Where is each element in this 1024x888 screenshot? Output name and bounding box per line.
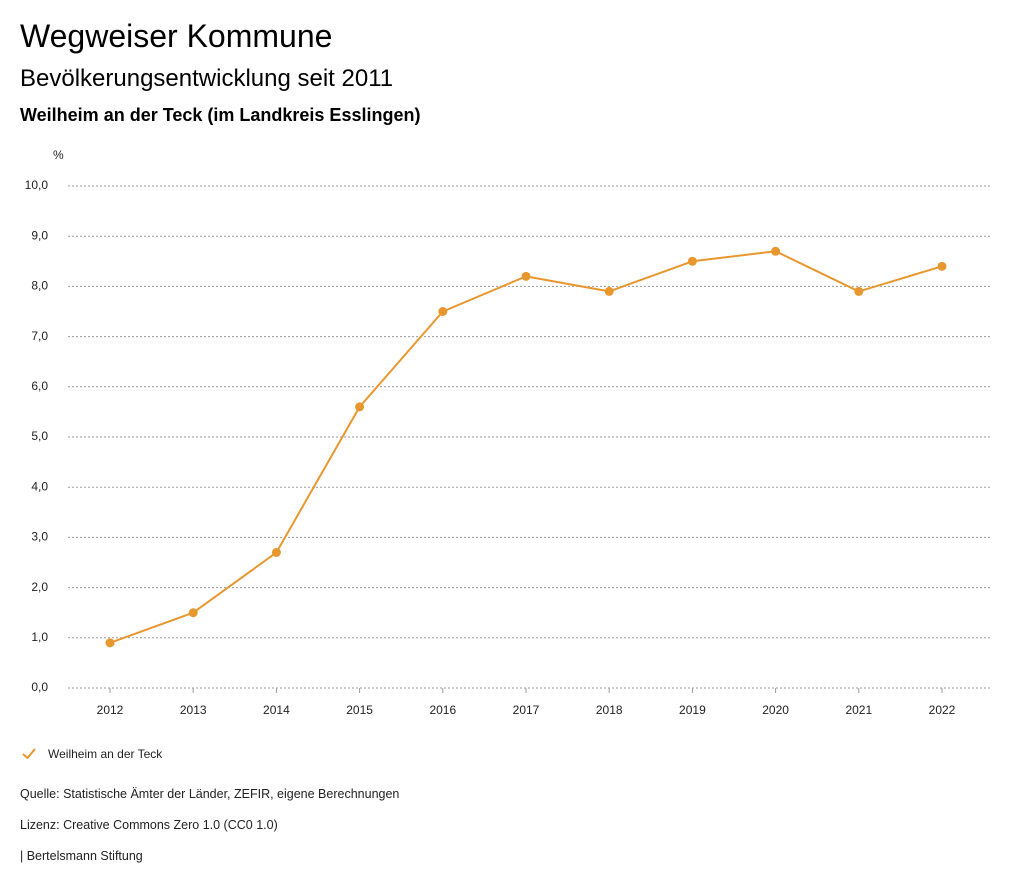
chart-region-label: Weilheim an der Teck (im Landkreis Essli…: [20, 105, 421, 125]
series-line-0: [109, 250, 943, 644]
y-tick-label-5: 5,0: [31, 429, 48, 443]
source-note: Quelle: Statistische Ämter der Länder, Z…: [20, 787, 400, 801]
legend: Weilheim an der Teck: [22, 744, 162, 764]
x-tick-label-7: 2019: [679, 703, 706, 717]
x-tick-label-6: 2018: [596, 703, 623, 717]
y-tick-label-9: 9,0: [31, 228, 48, 242]
y-tick-label-2: 2,0: [31, 580, 48, 594]
y-tick-label-4: 4,0: [31, 479, 48, 493]
data-point-2018[interactable]: [604, 286, 614, 296]
series-layer: [105, 246, 947, 648]
publisher-note: | Bertelsmann Stiftung: [20, 849, 143, 863]
x-tick-label-9: 2021: [845, 703, 872, 717]
license-note: Lizenz: Creative Commons Zero 1.0 (CC0 1…: [20, 818, 278, 832]
grid-lines: [68, 185, 990, 689]
data-point-2016[interactable]: [438, 307, 448, 316]
y-axis: 0,0 1,0 2,0 3,0 4,0 5,0 6,0 7,0 8,0 9,0 10,0: [25, 178, 49, 694]
data-point-2015[interactable]: [355, 402, 365, 412]
line-chart: % 0,0 1,0 2,0 3,0 4,0 5,0 6,0 7,0 8,0 9,0 10,0 201…: [25, 148, 990, 717]
y-tick-label-6: 6,0: [31, 379, 48, 393]
x-tick-label-4: 2016: [429, 703, 456, 717]
chart-subtitle: Bevölkerungsentwicklung seit 2011: [20, 65, 394, 92]
x-tick-label-2: 2014: [263, 703, 290, 717]
x-axis: 2012 2013 2014 2015 2016 2017 2018 2019 2020 2021…: [97, 688, 956, 717]
data-point-2014[interactable]: [271, 547, 281, 557]
y-tick-label-10: 10,0: [25, 178, 49, 192]
y-axis-unit-label: %: [53, 148, 64, 162]
x-tick-label-1: 2013: [180, 703, 207, 717]
check-icon[interactable]: [22, 748, 36, 760]
y-tick-label-3: 3,0: [31, 530, 48, 544]
legend-item-label[interactable]: Weilheim an der Teck: [48, 747, 163, 761]
y-tick-label-0: 0,0: [31, 680, 48, 694]
data-point-2019[interactable]: [687, 256, 697, 266]
x-tick-label-8: 2020: [762, 703, 789, 717]
data-point-2017[interactable]: [521, 271, 531, 281]
x-tick-label-10: 2022: [929, 703, 956, 717]
x-tick-label-5: 2017: [513, 703, 540, 717]
data-point-2021[interactable]: [854, 286, 864, 296]
data-point-2022[interactable]: [937, 261, 947, 271]
y-tick-label-1: 1,0: [31, 630, 48, 644]
page-title: Wegweiser Kommune: [20, 18, 333, 54]
data-point-2020[interactable]: [771, 246, 781, 256]
x-tick-label-0: 2012: [97, 703, 124, 717]
y-tick-label-8: 8,0: [31, 279, 48, 293]
data-point-2013[interactable]: [188, 608, 198, 618]
y-tick-label-7: 7,0: [31, 329, 48, 343]
data-point-2012[interactable]: [105, 638, 115, 648]
x-tick-label-3: 2015: [346, 703, 373, 717]
